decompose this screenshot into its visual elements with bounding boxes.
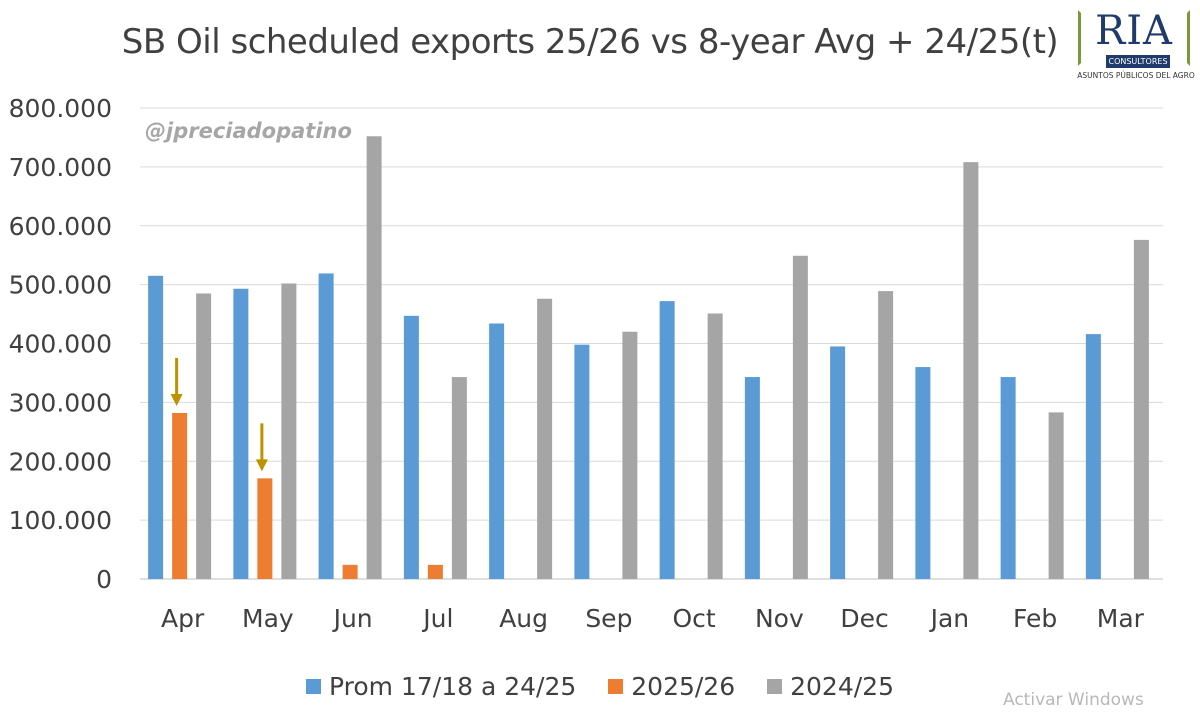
legend-swatch [608,679,624,694]
bar-prom-17-18-a-24-25-dec [830,346,846,579]
bar-prom-17-18-a-24-25-mar [1085,334,1101,579]
x-tick-label: May [242,604,294,633]
os-activation-watermark: Activar Windows [1003,690,1144,710]
bar-2024-25-mar [1133,239,1149,579]
bar-2025-26-may [257,478,273,579]
legend-item: Prom 17/18 a 24/25 [306,672,576,701]
bar-2024-25-aug [537,298,553,579]
bar-prom-17-18-a-24-25-oct [659,301,675,579]
logo-frame [1078,10,1190,66]
bar-prom-17-18-a-24-25-may [233,288,249,579]
x-tick-label: Jun [332,604,373,633]
bar-2024-25-sep [622,331,638,579]
logo-tagline: ASUNTOS PÚBLICOS DEL AGRO [1077,71,1195,80]
legend: Prom 17/18 a 24/25 2025/26 2024/25 [0,672,1200,702]
x-tick-label: Nov [755,604,804,633]
legend-label: 2024/25 [790,672,894,701]
bar-2024-25-jul [451,377,467,579]
y-tick-label: 600.000 [9,212,112,241]
x-tick-label: Sep [585,604,632,633]
bar-2025-26-jun [342,564,358,579]
legend-swatch [306,679,321,694]
y-axis-ticks: 0 100.000 200.000 300.000 400.000 500.000 600.… [9,94,112,594]
x-tick-label: Dec [840,604,888,633]
x-tick-label: Feb [1013,604,1057,633]
logo-band-text: CONSULTORES [1106,55,1170,68]
bar-2024-25-apr [196,293,212,579]
x-tick-label: Aug [499,604,548,633]
bar-2024-25-jun [366,136,382,579]
bar-prom-17-18-a-24-25-aug [489,323,505,579]
x-tick-label: Apr [161,604,205,633]
y-tick-label: 0 [96,565,112,594]
bar-prom-17-18-a-24-25-jan [915,367,931,579]
chart-title: SB Oil scheduled exports 25/26 vs 8-year… [121,22,1059,62]
x-axis-ticks: Apr May Jun Jul Aug Sep Oct Nov Dec Jan Feb Mar [161,604,1145,633]
legend-swatch [767,679,783,694]
bar-2025-26-apr [172,412,188,579]
legend-label: 2025/26 [631,672,736,701]
legend-item: 2025/26 [608,672,735,701]
y-tick-label: 100.000 [9,506,112,535]
y-tick-label: 400.000 [9,330,112,359]
ria-consultores-logo: RIA CONSULTORES ASUNTOS PÚBLICOS DEL AGR… [1074,8,1198,86]
y-tick-label: 200.000 [9,447,112,476]
x-tick-label: Jan [929,604,970,633]
legend-label: Prom 17/18 a 24/25 [329,672,577,701]
y-tick-label: 800.000 [9,94,112,123]
bar-prom-17-18-a-24-25-sep [574,344,590,579]
x-tick-label: Jul [421,604,453,633]
bar-prom-17-18-a-24-25-nov [744,377,760,579]
bar-2025-26-jul [427,564,443,579]
bar-prom-17-18-a-24-25-jun [318,273,334,579]
grid-lines [140,107,1163,580]
y-tick-label: 700.000 [9,153,112,182]
y-tick-label: 300.000 [9,388,112,417]
bar-prom-17-18-a-24-25-apr [148,275,164,579]
bar-2024-25-oct [707,313,723,579]
bar-2024-25-may [281,283,297,579]
bar-prom-17-18-a-24-25-feb [1000,377,1016,579]
x-tick-label: Oct [673,604,716,633]
annotations [170,357,268,472]
bar-prom-17-18-a-24-25-jul [403,315,419,579]
bar-2024-25-jan [963,162,979,580]
legend-item: 2024/25 [767,672,894,701]
x-tick-label: Mar [1097,604,1145,633]
bar-2024-25-feb [1048,412,1064,579]
logo-main-text: RIA [1095,8,1173,54]
bars [148,136,1149,580]
bar-2024-25-nov [792,255,808,579]
watermark-handle: @jpreciadopatino [145,119,352,143]
y-tick-label: 500.000 [9,271,112,300]
down-arrow-icon [255,423,268,472]
bar-2024-25-dec [878,291,894,579]
down-arrow-icon [170,357,183,406]
